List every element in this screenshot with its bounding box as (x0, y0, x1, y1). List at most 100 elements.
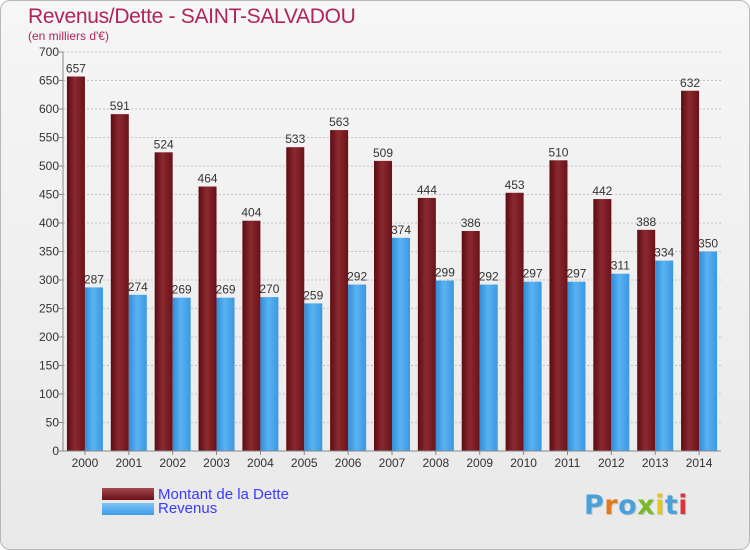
data-label-revenue: 292 (347, 270, 367, 284)
x-tick-label: 2001 (115, 456, 142, 470)
proxiti-logo: Proxiti (584, 490, 688, 521)
bar-debt (154, 152, 173, 451)
data-label-debt: 657 (66, 62, 86, 76)
x-tick-label: 2011 (555, 456, 581, 470)
data-label-debt: 509 (373, 146, 393, 160)
data-label-revenue: 259 (303, 288, 323, 302)
logo-letter: x (637, 490, 656, 521)
bar-revenue (260, 297, 279, 451)
logo-letter: t (664, 490, 679, 521)
bar-debt (110, 114, 129, 451)
y-tick-label: 200 (39, 330, 59, 344)
bar-revenue (567, 281, 586, 451)
legend-label-revenue: Revenus (158, 500, 218, 517)
bar-revenue (611, 273, 630, 451)
bar-debt (593, 199, 612, 451)
x-tick-label: 2007 (379, 456, 406, 470)
y-tick-label: 250 (39, 302, 59, 316)
legend-swatch-debt (102, 488, 154, 500)
data-label-revenue: 297 (523, 267, 543, 281)
axes (62, 52, 721, 452)
bar-revenue (655, 260, 674, 451)
y-tick-label: 450 (39, 188, 59, 202)
bars (66, 76, 718, 452)
data-label-revenue: 269 (216, 283, 236, 297)
x-tick-label: 2003 (203, 456, 230, 470)
bar-debt (505, 192, 524, 452)
data-label-debt: 524 (154, 137, 174, 151)
bar-debt (286, 147, 305, 451)
data-label-debt: 464 (198, 172, 218, 186)
x-tick-label: 2013 (642, 456, 669, 470)
data-label-revenue: 311 (611, 259, 630, 273)
y-tick-label: 600 (39, 102, 59, 116)
data-label-revenue: 274 (128, 280, 148, 294)
logo-letter: i (655, 490, 665, 521)
data-label-revenue: 297 (566, 267, 586, 281)
data-label-debt: 632 (680, 76, 700, 90)
chart-title: Revenus/Dette - SAINT-SALVADOU (28, 5, 356, 28)
y-axis-ticks: 0 50 100 150 200 250 300 350 400 450 500 550 600 650 7… (39, 45, 63, 458)
bar-debt (198, 186, 217, 451)
data-label-debt: 510 (548, 145, 568, 159)
bar-revenue (479, 284, 498, 451)
y-tick-label: 550 (39, 131, 59, 145)
data-label-debt: 444 (417, 183, 437, 197)
bar-debt (417, 197, 436, 451)
logo-letter: i (678, 490, 689, 521)
y-tick-label: 0 (52, 444, 59, 458)
x-axis-ticks: 2000 2001 2002 2003 2004 2005 2006 2007 2008 2009… (72, 451, 713, 470)
chart-subtitle: (en milliers d'€) (28, 29, 109, 43)
x-tick-label: 2000 (72, 456, 99, 470)
data-label-debt: 388 (636, 215, 656, 229)
x-tick-label: 2005 (291, 456, 318, 470)
bar-revenue (172, 297, 191, 451)
data-label-debt: 563 (329, 115, 349, 129)
legend-swatch-revenue (102, 503, 154, 515)
data-label-revenue: 269 (172, 283, 192, 297)
bar-revenue (216, 297, 235, 451)
bar-debt (637, 229, 656, 451)
bar-revenue (699, 251, 718, 451)
bar-debt (681, 90, 700, 451)
y-tick-label: 100 (39, 387, 59, 401)
logo-letter: o (618, 490, 638, 521)
y-tick-label: 400 (39, 216, 59, 230)
data-label-revenue: 374 (391, 223, 411, 237)
data-label-debt: 442 (592, 184, 612, 198)
y-tick-label: 300 (39, 273, 59, 287)
data-label-debt: 386 (461, 216, 481, 230)
data-label-revenue: 270 (259, 282, 279, 296)
bar-debt (374, 160, 392, 451)
bar-debt (549, 160, 568, 452)
y-tick-label: 50 (46, 416, 60, 430)
bar-revenue (348, 284, 367, 451)
data-label-revenue: 292 (479, 270, 499, 284)
x-tick-label: 2008 (423, 456, 450, 470)
y-tick-label: 350 (39, 245, 59, 259)
y-tick-label: 650 (39, 74, 59, 88)
data-label-debt: 533 (285, 132, 305, 146)
bar-revenue (435, 280, 454, 451)
data-label-debt: 404 (241, 206, 261, 220)
bar-debt (330, 130, 349, 451)
bar-debt (242, 220, 261, 451)
y-tick-label: 700 (39, 45, 59, 59)
x-tick-label: 2010 (510, 456, 537, 470)
logo-letter: r (604, 490, 619, 521)
bar-revenue (84, 287, 103, 451)
y-tick-label: 500 (39, 159, 59, 173)
bar-revenue (523, 281, 542, 451)
x-tick-label: 2006 (335, 456, 362, 470)
data-label-revenue: 299 (435, 266, 455, 280)
legend-label-debt: Montant de la Dette (158, 486, 289, 503)
x-tick-label: 2012 (598, 456, 625, 470)
logo-letter: P (584, 490, 605, 521)
x-tick-label: 2014 (686, 456, 713, 470)
data-label-revenue: 350 (698, 237, 718, 251)
bar-revenue (128, 294, 147, 451)
data-label-debt: 453 (505, 178, 525, 192)
y-tick-label: 150 (39, 359, 59, 373)
